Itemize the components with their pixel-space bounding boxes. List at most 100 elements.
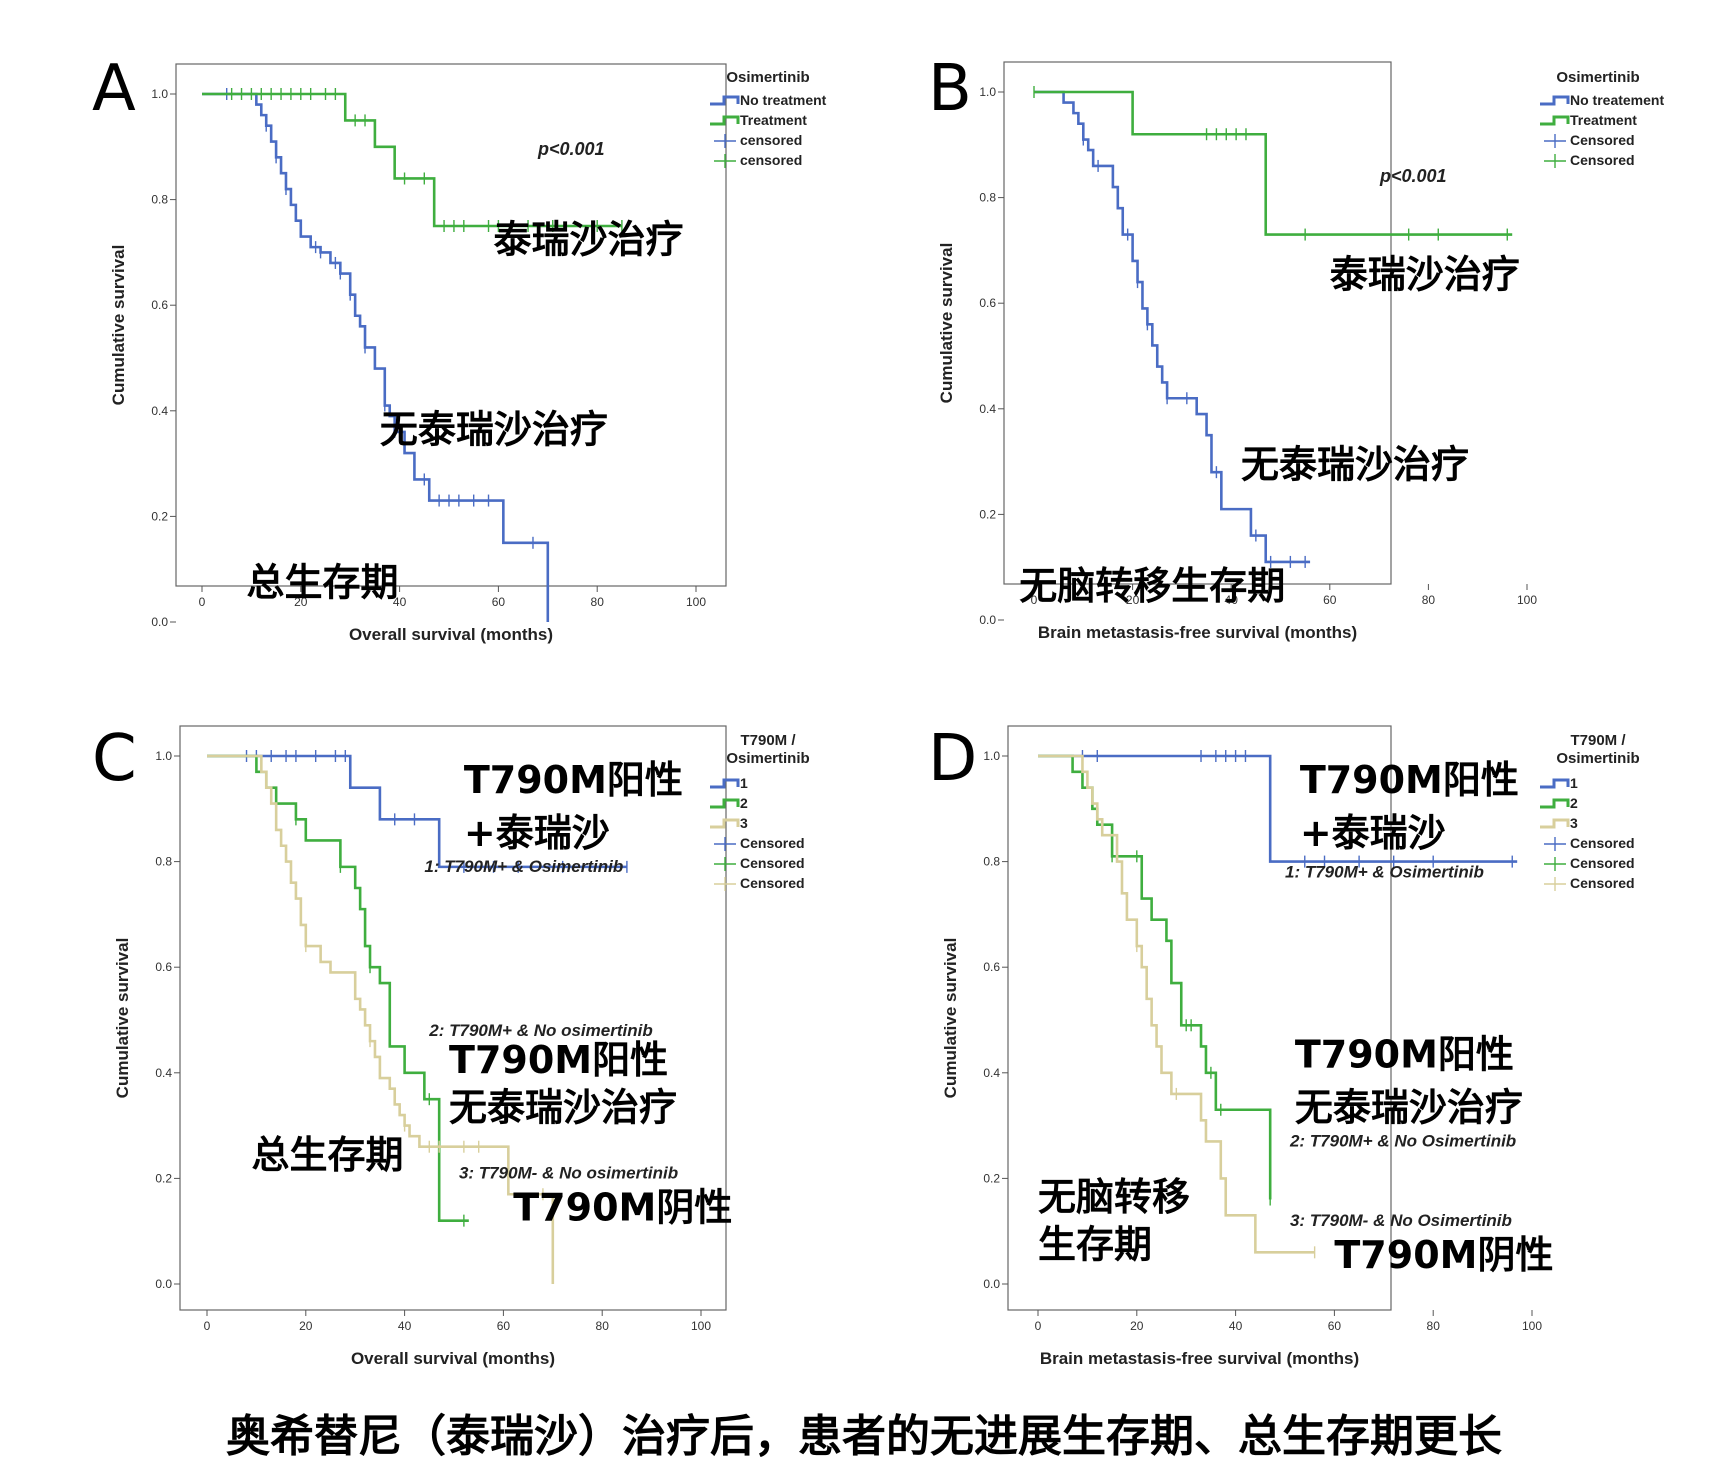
y-tick-label: 0.6 [151, 298, 168, 312]
annotation-text: 无泰瑞沙治疗 [449, 1085, 677, 1129]
panel-b: B 0.0 0.2 0.4 0.6 0.8 1.0 0 20 40 60 80 100 Brain met… [928, 52, 1664, 642]
legend-label: 1 [740, 775, 748, 791]
annotation-text: 总生存期 [246, 561, 398, 605]
x-tick-label: 60 [492, 595, 506, 609]
legend-label: No treatement [1570, 92, 1664, 108]
group-label: 2: T790M+ & No osimertinib [428, 1021, 652, 1040]
x-axis-title: Brain metastasis-free survival (months) [1038, 623, 1357, 642]
group-label: 1: T790M+ & Osimertinib [424, 857, 623, 876]
annotation-text: 无脑转移 [1038, 1175, 1190, 1219]
y-tick-label: 0.0 [983, 1277, 1000, 1291]
legend-title: Osimertinib [726, 750, 809, 767]
survival-curve-treatment [202, 92, 622, 228]
survival-curve-3 [1038, 754, 1315, 1254]
legend-label: censored [740, 132, 802, 148]
y-tick-label: 1.0 [151, 87, 168, 101]
panel-letter: A [92, 52, 136, 126]
plot-frame [1003, 61, 1392, 585]
legend-label: 1 [1570, 775, 1578, 791]
y-tick-label: 0.0 [979, 613, 996, 627]
annotation-text: 无泰瑞沙治疗 [1241, 442, 1469, 486]
y-tick-label: 0.4 [151, 404, 168, 418]
x-tick-label: 60 [1323, 593, 1337, 607]
legend-label: 3 [740, 815, 748, 831]
group-label: 1: T790M+ & Osimertinib [1285, 862, 1484, 881]
annotation-text: 无脑转移生存期 [1019, 564, 1285, 608]
legend-label: censored [740, 152, 802, 168]
x-tick-label: 20 [294, 595, 308, 609]
legend-line-swatch [1540, 115, 1570, 126]
legend-line-swatch [710, 818, 740, 829]
legend-label: No treatment [740, 92, 827, 108]
annotation-text: 无泰瑞沙治疗 [1295, 1085, 1523, 1129]
x-tick-label: 40 [393, 595, 407, 609]
legend-label: Treatment [1570, 112, 1637, 128]
x-tick-label: 80 [1427, 1319, 1441, 1333]
legend-line-swatch [710, 115, 740, 126]
x-tick-label: 100 [686, 595, 706, 609]
panel-d: D 0.0 0.2 0.4 0.6 0.8 1.0 0 20 40 60 80 100 Brain met… [928, 722, 1640, 1368]
x-tick-label: 80 [596, 1319, 610, 1333]
legend-line-swatch [710, 778, 740, 789]
p-value: p<0.001 [1379, 166, 1447, 186]
x-tick-label: 60 [497, 1319, 511, 1333]
y-axis-title: Cumulative survival [109, 245, 128, 406]
x-tick-label: 40 [398, 1319, 412, 1333]
x-tick-label: 20 [299, 1319, 313, 1333]
legend-label: Censored [1570, 132, 1635, 148]
legend-label: Treatment [740, 112, 807, 128]
x-tick-label: 40 [1225, 593, 1239, 607]
legend-label: Censored [740, 835, 805, 851]
legend-label: Censored [1570, 875, 1635, 891]
x-tick-label: 0 [1035, 1319, 1042, 1333]
annotation-text: T790M阴性 [1334, 1233, 1553, 1277]
x-tick-label: 0 [1031, 593, 1038, 607]
legend-label: 2 [740, 795, 748, 811]
x-tick-label: 20 [1126, 593, 1140, 607]
x-tick-label: 80 [1422, 593, 1436, 607]
annotation-text: 生存期 [1038, 1223, 1152, 1267]
survival-curve-3 [207, 754, 555, 1284]
y-tick-label: 0.4 [979, 402, 996, 416]
x-tick-label: 100 [1517, 593, 1537, 607]
annotation-text: T790M阴性 [513, 1186, 732, 1230]
group-label: 3: T790M- & No Osimertinib [1290, 1211, 1512, 1230]
p-value: p<0.001 [537, 139, 605, 159]
x-tick-label: 20 [1130, 1319, 1144, 1333]
group-label: 2: T790M+ & No Osimertinib [1289, 1132, 1516, 1151]
x-axis-title: Overall survival (months) [351, 1349, 555, 1368]
annotation-text: T790M阳性 [1300, 758, 1519, 802]
legend-label: 2 [1570, 795, 1578, 811]
x-tick-label: 100 [1522, 1319, 1542, 1333]
legend-line-swatch [710, 798, 740, 809]
group-label: 3: T790M- & No osimertinib [459, 1163, 678, 1182]
panel-letter: D [928, 722, 977, 796]
annotation-text: T790M阳性 [1295, 1033, 1514, 1077]
legend-line-swatch [1540, 778, 1570, 789]
panel-a: A 0.0 0.2 0.4 0.6 0.8 1.0 0 20 40 60 80 100 Overall s… [92, 52, 827, 644]
legend-label: Censored [740, 855, 805, 871]
x-tick-label: 40 [1229, 1319, 1243, 1333]
annotation-text: 泰瑞沙治疗 [493, 217, 683, 261]
y-axis-title: Cumulative survival [937, 243, 956, 404]
legend-line-swatch [1540, 95, 1570, 106]
legend-line-swatch [1540, 818, 1570, 829]
plot-frame [1007, 725, 1392, 1311]
x-tick-label: 0 [199, 595, 206, 609]
y-tick-label: 0.4 [155, 1066, 172, 1080]
y-tick-label: 0.6 [983, 960, 1000, 974]
y-tick-label: 0.2 [983, 1171, 1000, 1185]
y-tick-label: 1.0 [979, 85, 996, 99]
y-axis-title: Cumulative survival [113, 938, 132, 1099]
y-tick-label: 0.4 [983, 1066, 1000, 1080]
plot-frame [175, 63, 727, 587]
y-tick-label: 0.0 [151, 615, 168, 629]
y-tick-label: 0.8 [151, 193, 168, 207]
legend-label: Censored [1570, 152, 1635, 168]
y-tick-label: 0.8 [979, 191, 996, 205]
annotation-text: 泰瑞沙治疗 [1330, 252, 1520, 296]
x-axis-title: Brain metastasis-free survival (months) [1040, 1349, 1359, 1368]
legend-line-swatch [1540, 798, 1570, 809]
y-tick-label: 0.8 [155, 855, 172, 869]
y-tick-label: 0.2 [979, 507, 996, 521]
